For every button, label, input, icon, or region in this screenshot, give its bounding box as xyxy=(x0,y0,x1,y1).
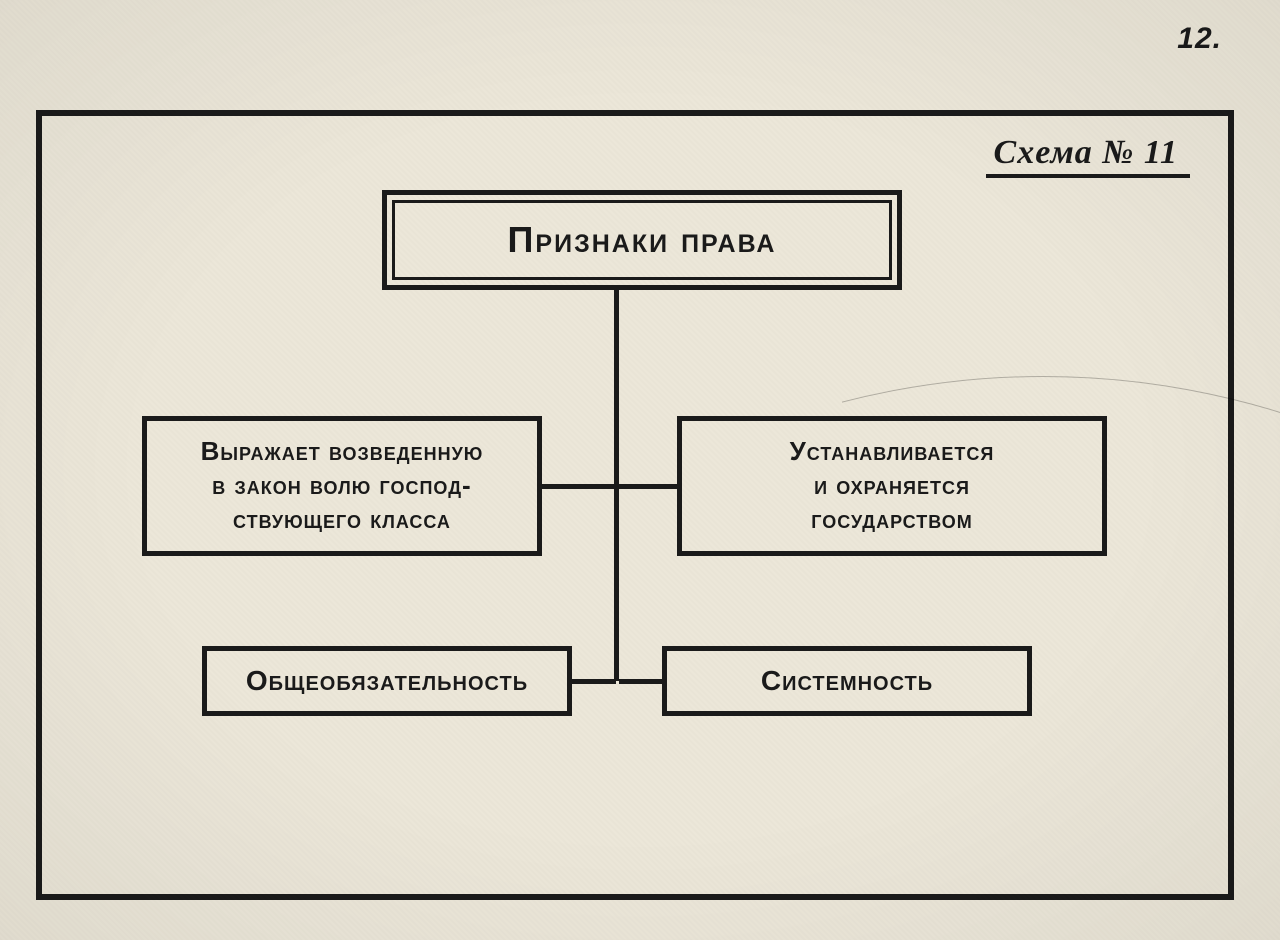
diagram-frame: Схема № 11 Признаки права Выражает возве… xyxy=(36,110,1234,900)
node-label: Системность xyxy=(761,663,933,699)
title-inner-border: Признаки права xyxy=(392,200,892,280)
node-established-by-state: Устанавливаетсяи охраняетсягосударством xyxy=(677,416,1107,556)
connector-row1-left xyxy=(542,484,616,489)
title-node: Признаки права xyxy=(382,190,902,290)
schema-label: Схема № 11 xyxy=(986,134,1190,178)
page-number: 12. xyxy=(1177,22,1222,56)
node-label: Устанавливаетсяи охраняетсягосударством xyxy=(790,435,995,536)
node-label: Общеобязательность xyxy=(246,663,528,699)
node-universally-binding: Общеобязательность xyxy=(202,646,572,716)
connector-row2-left xyxy=(572,679,616,684)
node-systemic: Системность xyxy=(662,646,1032,716)
node-label: Выражает возведеннуюв закон волю господ-… xyxy=(201,435,484,536)
connector-row1-right xyxy=(619,484,677,489)
node-expresses-will: Выражает возведеннуюв закон волю господ-… xyxy=(142,416,542,556)
title-text: Признаки права xyxy=(508,219,777,261)
connector-row2-right xyxy=(619,679,662,684)
paper-scratch xyxy=(0,536,824,940)
